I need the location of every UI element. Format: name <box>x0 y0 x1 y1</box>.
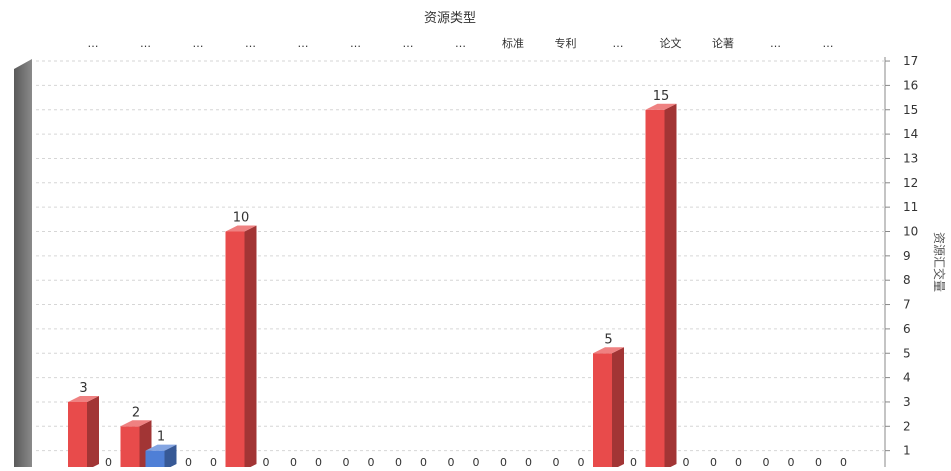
data-label-s1-c13: 0 <box>788 456 795 467</box>
category-label-6: … <box>403 37 414 50</box>
bar-top-s1-c1 <box>145 444 177 451</box>
data-label-s0-c3: 10 <box>233 211 250 226</box>
bar-top-s0-c10 <box>593 347 624 354</box>
category-label-0: … <box>88 37 99 50</box>
data-label-s1-c5: 0 <box>368 456 375 467</box>
data-label-s0-c8: 0 <box>500 456 507 467</box>
data-label-s0-c14: 0 <box>815 456 822 467</box>
category-label-1: … <box>140 37 151 50</box>
bar-top-s0-c0 <box>68 395 99 402</box>
bar-front-s0-c3 <box>225 231 245 470</box>
y-tick-label-16: 16 <box>903 78 918 92</box>
y-tick-label-12: 12 <box>903 176 918 190</box>
y-axis-label: 资源汇交量 <box>932 232 947 292</box>
data-label-s1-c9: 0 <box>578 456 585 467</box>
data-label-s1-c10: 0 <box>630 456 637 467</box>
category-label-10: … <box>613 37 624 50</box>
bar-front-s0-c11 <box>645 109 665 470</box>
y-tick-label-3: 3 <box>903 395 911 409</box>
category-label-12: 论著 <box>712 36 734 50</box>
data-label-s1-c12: 0 <box>735 456 742 467</box>
data-label-s1-c0: 0 <box>105 456 112 467</box>
y-tick-label-5: 5 <box>903 346 911 360</box>
category-label-5: … <box>350 37 361 50</box>
category-label-3: … <box>245 37 256 50</box>
y-tick-label-6: 6 <box>903 322 911 336</box>
category-label-2: … <box>193 37 204 50</box>
y-tick-label-2: 2 <box>903 419 911 433</box>
category-label-7: … <box>455 37 466 50</box>
category-label-9: 专利 <box>555 36 577 50</box>
data-label-s0-c11: 15 <box>653 89 670 104</box>
bar-top-s0-c3 <box>225 225 257 232</box>
bar-front-s0-c10 <box>593 353 612 470</box>
category-label-13: … <box>770 37 781 50</box>
y-tick-label-1: 1 <box>903 444 911 458</box>
data-label-s0-c9: 0 <box>553 456 560 467</box>
y-tick-label-11: 11 <box>903 200 918 214</box>
data-label-s1-c4: 0 <box>315 456 322 467</box>
y-tick-label-7: 7 <box>903 298 911 312</box>
category-label-11: 论文 <box>660 36 682 50</box>
data-label-s0-c5: 0 <box>343 456 350 467</box>
data-label-s0-c4: 0 <box>290 456 297 467</box>
bar-front-s0-c0 <box>68 401 87 470</box>
y-tick-label-15: 15 <box>903 103 918 117</box>
y-tick-label-8: 8 <box>903 273 911 287</box>
bar-side-s0-c3 <box>244 225 257 470</box>
data-label-s1-c11: 0 <box>683 456 690 467</box>
chart-title: 资源类型 <box>424 11 476 26</box>
y-tick-label-9: 9 <box>903 249 911 263</box>
data-label-s0-c1: 2 <box>132 405 140 420</box>
data-label-s0-c13: 0 <box>763 456 770 467</box>
data-label-s0-c0: 3 <box>79 381 87 396</box>
category-label-14: … <box>823 37 834 50</box>
data-label-s1-c2: 0 <box>210 456 217 467</box>
data-label-s1-c14: 0 <box>840 456 847 467</box>
data-label-s0-c2: 0 <box>185 456 192 467</box>
category-label-8: 标准 <box>502 36 524 50</box>
data-label-s0-c7: 0 <box>448 456 455 467</box>
bar-front-s1-c1 <box>145 450 165 470</box>
y-tick-label-13: 13 <box>903 151 918 165</box>
y-tick-label-14: 14 <box>903 127 918 141</box>
bar-side-s0-c11 <box>664 103 677 470</box>
y-tick-label-17: 17 <box>903 54 918 68</box>
data-label-s1-c6: 0 <box>420 456 427 467</box>
y-tick-label-4: 4 <box>903 371 911 385</box>
bar-side-s0-c0 <box>87 395 99 470</box>
category-label-4: … <box>298 37 309 50</box>
bar-side-s0-c10 <box>612 347 624 470</box>
data-label-s1-c8: 0 <box>525 456 532 467</box>
bar-top-s0-c11 <box>645 103 677 110</box>
data-label-s1-c3: 0 <box>263 456 270 467</box>
bar-front-s0-c1 <box>120 426 140 470</box>
data-label-s1-c7: 0 <box>473 456 480 467</box>
data-label-s0-c6: 0 <box>395 456 402 467</box>
bar-side-s1-c1 <box>164 444 177 470</box>
data-label-s0-c10: 5 <box>604 332 612 347</box>
data-label-s1-c1: 1 <box>157 430 165 445</box>
y-tick-label-10: 10 <box>903 225 918 239</box>
data-label-s0-c12: 0 <box>710 456 717 467</box>
bar-top-s0-c1 <box>120 420 152 427</box>
chart-side-wall <box>14 59 32 468</box>
